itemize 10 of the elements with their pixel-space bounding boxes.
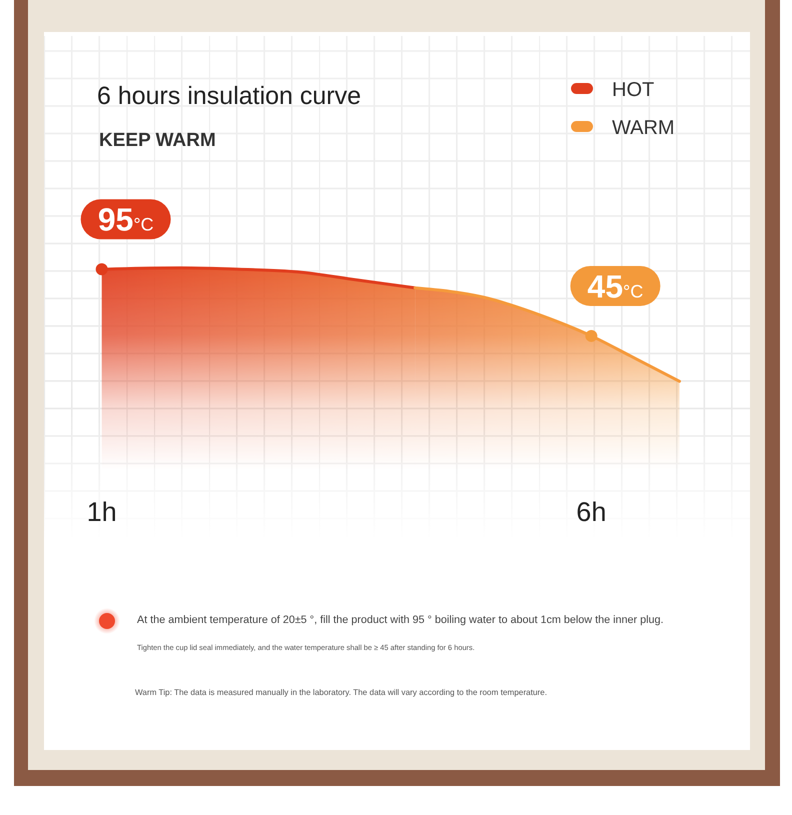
text: At the ambient temperature of 20±5 °, fill the product with 95 ° boiling water to about 1cm below the inner plug. bbox=[137, 614, 664, 626]
data-label: 95°C bbox=[98, 202, 154, 238]
chart-subtitle: KEEP WARM bbox=[99, 130, 216, 151]
chart-title: 6 hours insulation curve bbox=[97, 82, 362, 110]
data-label: 45°C bbox=[587, 268, 644, 304]
legend-label: HOT bbox=[612, 79, 654, 101]
x-tick-label: 1h bbox=[86, 497, 117, 527]
x-tick-label: 6h bbox=[576, 497, 606, 527]
text: Warm Tip: The data is measured manually in the laboratory. The data will vary according to the room temperature. bbox=[135, 688, 547, 697]
legend-label: WARM bbox=[612, 117, 675, 139]
